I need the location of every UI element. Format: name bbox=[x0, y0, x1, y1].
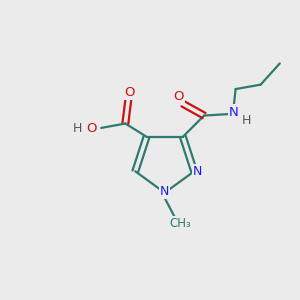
Text: N: N bbox=[229, 106, 238, 118]
Text: CH₃: CH₃ bbox=[169, 217, 191, 230]
Text: N: N bbox=[193, 165, 202, 178]
Text: H: H bbox=[73, 122, 82, 135]
Text: N: N bbox=[160, 185, 169, 198]
Text: O: O bbox=[124, 86, 135, 99]
Text: O: O bbox=[173, 90, 184, 103]
Text: O: O bbox=[86, 122, 97, 135]
Text: H: H bbox=[242, 114, 251, 127]
